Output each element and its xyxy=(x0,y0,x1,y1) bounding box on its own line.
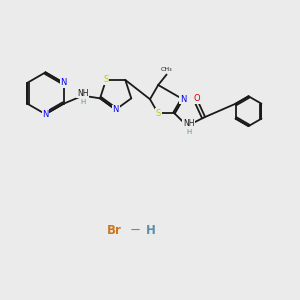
Text: O: O xyxy=(194,94,200,103)
Text: S: S xyxy=(156,109,161,118)
Text: Br: Br xyxy=(107,224,122,237)
Text: S: S xyxy=(103,76,109,85)
Text: N: N xyxy=(42,110,49,119)
Text: N: N xyxy=(60,78,67,87)
Text: H: H xyxy=(146,224,155,237)
Text: NH: NH xyxy=(183,119,194,128)
Text: CH₃: CH₃ xyxy=(161,67,172,72)
Text: H: H xyxy=(186,129,191,135)
Text: N: N xyxy=(180,95,186,104)
Text: H: H xyxy=(80,99,86,105)
Text: NH: NH xyxy=(77,89,88,98)
Text: −: − xyxy=(130,224,141,237)
Text: N: N xyxy=(112,105,119,114)
